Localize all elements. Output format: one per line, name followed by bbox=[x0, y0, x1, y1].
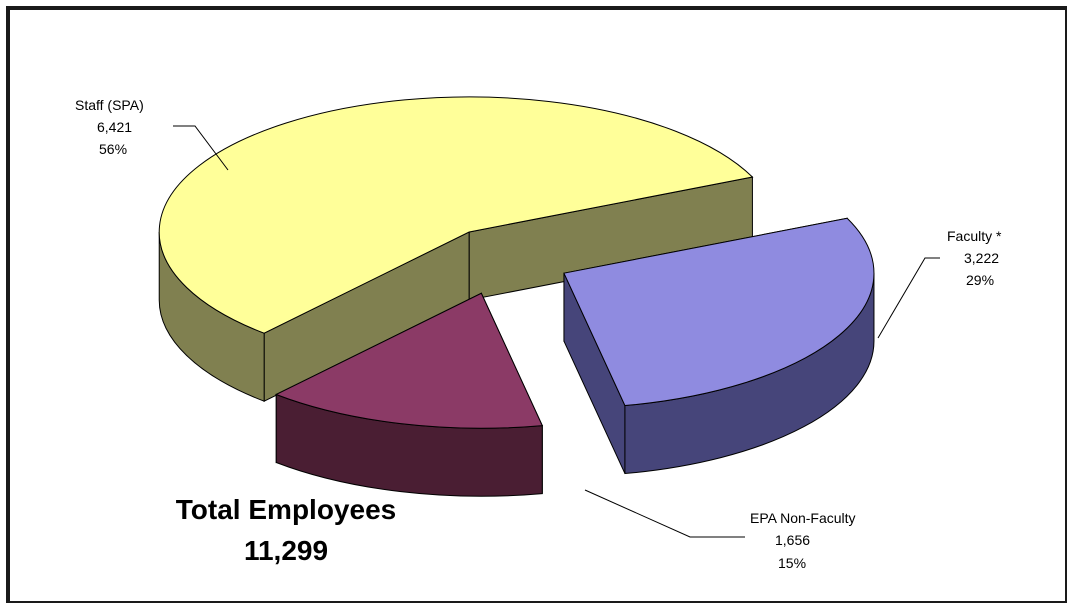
pie-slice-faculty bbox=[563, 217, 875, 475]
pie-slice-epa bbox=[274, 292, 544, 497]
leader-line-staff bbox=[173, 125, 229, 171]
total-employees-value: 11,299 bbox=[244, 535, 328, 566]
slice-label-epa-percent: 15% bbox=[778, 555, 806, 571]
slice-label-staff-percent: 56% bbox=[99, 141, 127, 157]
slice-label-faculty-name: Faculty * bbox=[947, 228, 1002, 244]
slice-label-epa-value: 1,656 bbox=[775, 532, 810, 548]
leader-line-epa bbox=[584, 489, 745, 538]
slice-label-staff-name: Staff (SPA) bbox=[75, 97, 144, 113]
slice-label-epa-name: EPA Non-Faculty bbox=[750, 510, 856, 526]
slice-label-faculty-value: 3,222 bbox=[964, 250, 999, 266]
slice-label-faculty-percent: 29% bbox=[966, 272, 994, 288]
leader-line-faculty bbox=[877, 257, 940, 339]
pie-slice-staff bbox=[158, 96, 754, 402]
pie-layer bbox=[158, 96, 875, 497]
total-employees-label: Total Employees bbox=[176, 494, 396, 525]
slice-label-staff-value: 6,421 bbox=[97, 119, 132, 135]
